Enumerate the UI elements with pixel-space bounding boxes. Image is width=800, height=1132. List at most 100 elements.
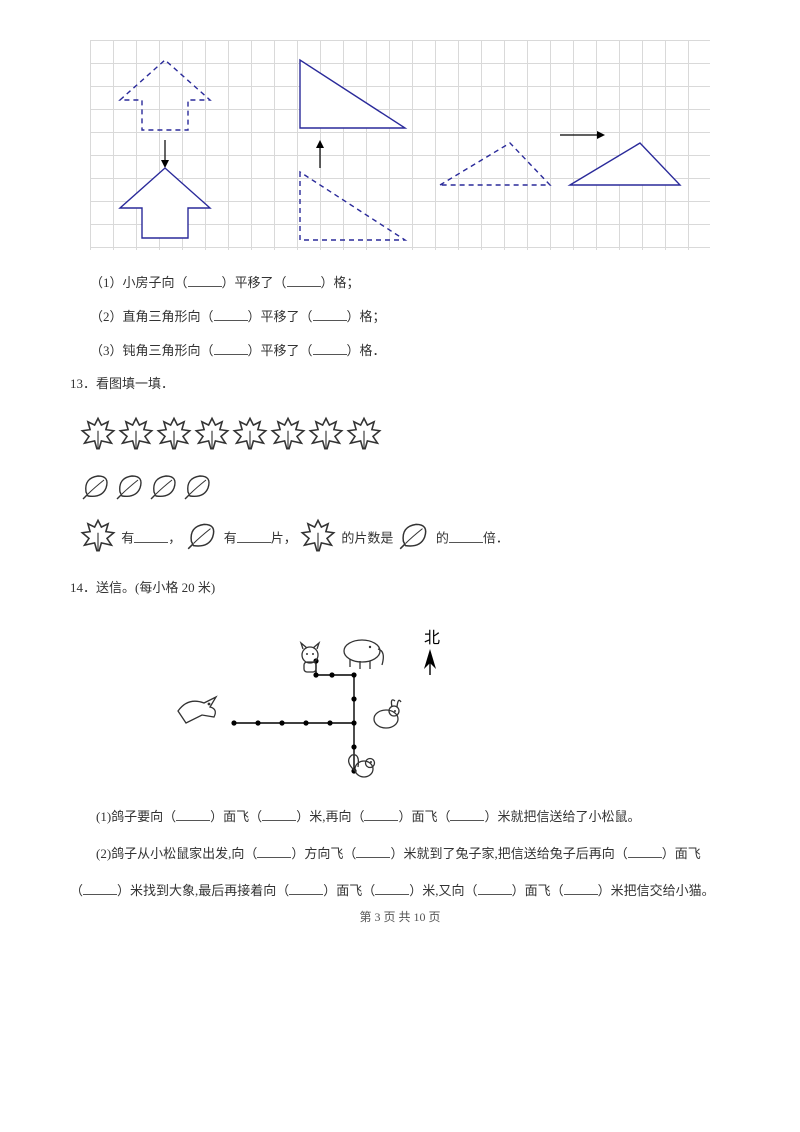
- translation-diagram: [90, 40, 710, 250]
- maple-leaf-icon: [118, 415, 154, 456]
- q14-para1: (1)鸽子要向（）面飞（）米,再向（）面飞（）米就把信送给了小松鼠。: [70, 801, 730, 832]
- blank[interactable]: [313, 309, 347, 321]
- blank[interactable]: [356, 846, 390, 858]
- map-figure: 北: [170, 613, 460, 793]
- maple-leaf-icon: [300, 517, 336, 557]
- path-node: [255, 720, 260, 725]
- text: ）格．: [347, 343, 386, 358]
- q14-para2-line1: (2)鸽子从小松鼠家出发,向（ ）方向飞（ ）米就到了兔子家,把信送给兔子后再向（ ）…: [70, 838, 730, 869]
- q14-para2-line2: （）米找到大象,最后再接着向（）面飞（）米,又向（）面飞（）米把信交给小猫。: [70, 875, 730, 906]
- squirrel-icon: [349, 755, 375, 777]
- text: (1)鸽子要向（: [96, 809, 176, 824]
- page-footer: 第 3 页 共 10 页: [0, 908, 800, 925]
- text: ）格；: [347, 309, 386, 324]
- oval-leaf-row: [80, 470, 730, 507]
- path-node: [351, 720, 356, 725]
- motion-arrow-3-head: [597, 131, 605, 139]
- path-node: [279, 720, 284, 725]
- text: （: [70, 883, 83, 898]
- house-arrow-dashed: [120, 60, 210, 130]
- cat-icon: [301, 643, 319, 672]
- text: 倍．: [483, 531, 509, 546]
- path-node: [329, 672, 334, 677]
- text: 的: [436, 531, 449, 546]
- maple-leaf-icon: [346, 415, 382, 456]
- q13-title: 13．看图填一填．: [70, 367, 730, 401]
- oval-leaf-icon: [185, 518, 219, 556]
- blank[interactable]: [214, 309, 248, 321]
- page: （1）小房子向（）平移了（）格； （2）直角三角形向（）平移了（）格； （3）钝…: [0, 0, 800, 943]
- text: ）米找到大象,最后再接着向（: [117, 883, 289, 898]
- dove-icon: [178, 697, 216, 723]
- oval-leaf-icon: [80, 470, 112, 507]
- path-node: [351, 672, 356, 677]
- text: ）米,再向（: [296, 809, 364, 824]
- path-node: [313, 672, 318, 677]
- text: ）米就到了兔子家,把信送给兔子后再向（: [390, 846, 627, 861]
- text: 有: [121, 531, 134, 546]
- blank[interactable]: [188, 275, 222, 287]
- text: ）方向飞（: [291, 846, 356, 861]
- text: (2)鸽子从小松鼠家出发,向（: [96, 846, 257, 861]
- text: 第: [359, 910, 374, 924]
- blank[interactable]: [449, 531, 483, 543]
- page-total: 10: [414, 910, 426, 924]
- blank[interactable]: [257, 846, 291, 858]
- maple-leaf-row: [80, 415, 730, 456]
- blank[interactable]: [450, 809, 484, 821]
- path-node: [351, 696, 356, 701]
- obtuse-triangle-solid: [570, 143, 680, 185]
- blank[interactable]: [262, 809, 296, 821]
- q12-item1: （1）小房子向（ ）平移了（ ）格；: [90, 266, 730, 300]
- blank[interactable]: [83, 883, 117, 895]
- blank[interactable]: [564, 883, 598, 895]
- blank[interactable]: [628, 846, 662, 858]
- blank[interactable]: [237, 531, 271, 543]
- text: ）面飞（: [398, 809, 450, 824]
- maple-leaf-icon: [80, 517, 116, 557]
- text: ）面飞（: [210, 809, 262, 824]
- maple-leaf-icon: [270, 415, 306, 456]
- compass-icon: [424, 649, 436, 675]
- blank[interactable]: [287, 275, 321, 287]
- text: ）面飞（: [512, 883, 564, 898]
- blank[interactable]: [375, 883, 409, 895]
- blank[interactable]: [176, 809, 210, 821]
- text: （2）直角三角形向（: [90, 309, 214, 324]
- blank[interactable]: [364, 809, 398, 821]
- q12-item3: （3）钝角三角形向（）平移了（）格．: [90, 334, 730, 368]
- text: （1）小房子向（: [90, 275, 188, 290]
- right-triangle-dashed: [300, 172, 405, 240]
- blank[interactable]: [313, 343, 347, 355]
- oval-leaf-icon: [182, 470, 214, 507]
- blank[interactable]: [214, 343, 248, 355]
- right-triangle-solid: [300, 60, 405, 128]
- text: ）平移了（: [222, 275, 287, 290]
- text: ）面飞（: [323, 883, 375, 898]
- text: ）平移了（: [248, 309, 313, 324]
- text: 有: [224, 531, 237, 546]
- motion-arrow-1-head: [161, 160, 169, 168]
- north-label: 北: [424, 629, 440, 647]
- obtuse-triangle-dashed: [440, 143, 550, 185]
- text: ）平移了（: [248, 343, 313, 358]
- q14-title: 14．送信。(每小格 20 米): [70, 571, 730, 605]
- text: 页: [426, 910, 441, 924]
- elephant-icon: [344, 640, 383, 669]
- maple-leaf-icon: [156, 415, 192, 456]
- text: ，: [168, 531, 181, 546]
- blank[interactable]: [134, 531, 168, 543]
- maple-leaf-icon: [80, 415, 116, 456]
- oval-leaf-icon: [114, 470, 146, 507]
- text: ）格；: [321, 275, 360, 290]
- blank[interactable]: [289, 883, 323, 895]
- text: 页 共: [380, 910, 413, 924]
- house-arrow-solid: [120, 168, 210, 238]
- map-svg: 北: [170, 613, 460, 793]
- path-node: [351, 744, 356, 749]
- q13-sentence: 有， 有片， 的片数是 的倍．: [80, 517, 730, 557]
- blank[interactable]: [478, 883, 512, 895]
- text: ）面飞: [662, 846, 701, 861]
- map-path-up: [316, 661, 354, 723]
- maple-leaf-icon: [232, 415, 268, 456]
